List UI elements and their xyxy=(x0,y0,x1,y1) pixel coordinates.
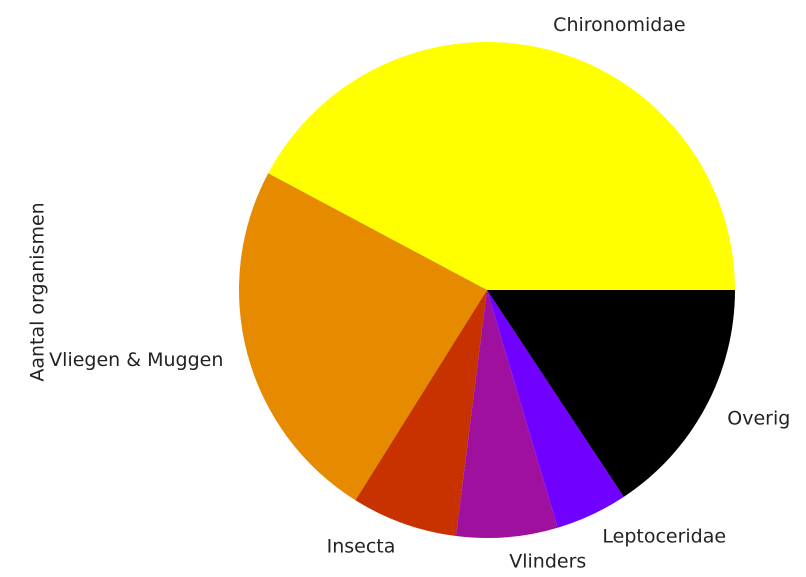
pie-slice xyxy=(355,290,487,537)
pie-slice xyxy=(268,41,735,291)
slice-label: Overig xyxy=(727,408,790,430)
pie-slice xyxy=(487,290,735,497)
slice-label: Vliegen & Muggen xyxy=(49,349,223,371)
pie-slice xyxy=(238,173,487,501)
y-axis-label: Aantal organismen xyxy=(27,202,49,381)
slice-label: Insecta xyxy=(327,535,396,557)
slice-label: Leptoceridae xyxy=(602,526,726,548)
pie-slice xyxy=(455,290,558,538)
slice-label: Vlinders xyxy=(509,550,586,572)
slice-label: Chironomidae xyxy=(553,14,685,36)
pie-slice xyxy=(487,290,624,528)
